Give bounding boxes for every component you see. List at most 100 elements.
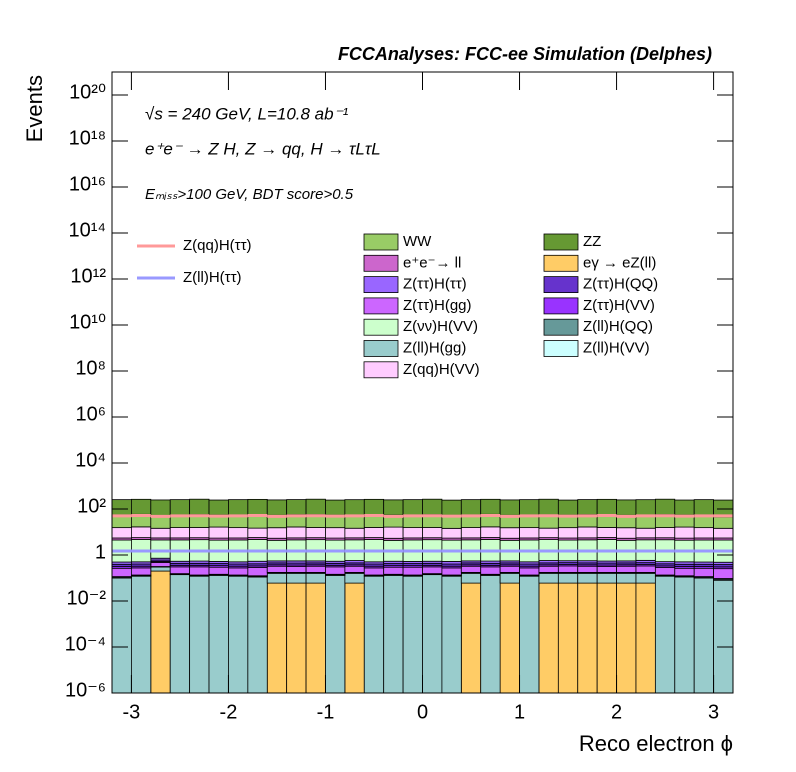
histogram-bar <box>654 567 676 576</box>
histogram-bar <box>654 498 676 516</box>
histogram-bar <box>131 575 152 694</box>
histogram-bar <box>557 582 579 694</box>
histogram-bar <box>305 572 326 584</box>
y-tick-label: 10⁸ <box>75 357 106 379</box>
histogram-bar <box>616 499 637 516</box>
histogram-bar <box>519 499 540 516</box>
legend-label: Z(qq)H(ττ) <box>183 237 252 254</box>
histogram-bar <box>169 499 191 516</box>
legend-label: e⁺e⁻→ ll <box>403 254 461 271</box>
histogram-bar <box>150 562 171 567</box>
histogram-bar <box>383 566 404 575</box>
legend-swatch <box>543 340 579 357</box>
histogram-bar <box>422 574 443 694</box>
histogram-bar <box>577 526 598 539</box>
histogram-bar <box>654 527 676 539</box>
histogram-bar <box>499 527 520 539</box>
histogram-bar <box>286 572 307 584</box>
histogram-bar <box>344 582 365 694</box>
histogram-bar <box>596 498 617 515</box>
histogram-bar <box>383 574 404 694</box>
histogram-bar <box>654 575 676 694</box>
histogram-bar <box>208 499 229 516</box>
histogram-bar <box>208 566 229 575</box>
histogram-bar <box>150 527 171 539</box>
histogram-bar <box>693 499 714 516</box>
histogram-bar <box>422 566 443 575</box>
y-axis-label: Events <box>22 75 47 142</box>
histogram-bar <box>616 582 637 694</box>
histogram-bar <box>247 527 268 538</box>
y-tick-label: 10⁻⁶ <box>65 679 106 701</box>
legend-label: ZZ <box>583 233 601 250</box>
histogram-bar <box>499 499 520 516</box>
histogram-bar <box>111 577 132 694</box>
legend-label: Z(νν)H(VV) <box>403 318 478 335</box>
histogram-bar <box>286 566 307 573</box>
histogram-bar <box>538 498 559 516</box>
y-tick-label: 10¹⁸ <box>69 127 106 149</box>
histogram-bar <box>150 566 171 572</box>
histogram-bar <box>674 526 695 539</box>
histogram-bar <box>616 527 637 539</box>
histogram-bar <box>441 527 462 539</box>
histogram-bar <box>499 572 520 584</box>
histogram-bar <box>480 566 501 575</box>
histogram-bar <box>266 572 288 584</box>
annotation: e⁺e⁻ → Z H, Z → qq, H → τLτL <box>145 139 381 158</box>
histogram-bar <box>577 582 598 694</box>
histogram-bar <box>402 575 423 694</box>
histogram-bar <box>266 499 288 516</box>
histogram-bar <box>228 527 249 539</box>
histogram-bar <box>208 574 229 694</box>
annotation: Eₘᵢₛₛ>100 GeV, BDT score>0.5 <box>145 186 354 203</box>
histogram-bar <box>402 566 423 576</box>
histogram-bar <box>305 565 326 573</box>
x-tick-label: -1 <box>317 701 335 723</box>
histogram-bar <box>596 566 617 573</box>
legend-swatch <box>363 233 399 251</box>
legend-swatch <box>543 254 579 272</box>
histogram-bar <box>519 527 540 539</box>
y-tick-label: 10⁶ <box>76 403 106 425</box>
histogram-bar <box>247 576 268 694</box>
histogram-bar <box>441 567 462 576</box>
histogram-bar <box>596 582 617 694</box>
histogram-bar <box>577 499 598 516</box>
x-tick-label: -3 <box>123 701 141 723</box>
histogram-bar <box>499 565 520 573</box>
x-tick-label: 0 <box>417 701 428 723</box>
histogram-bar <box>713 516 734 529</box>
histogram-bar <box>693 577 714 694</box>
histogram-bar <box>713 579 734 694</box>
legend-swatch <box>543 276 579 294</box>
histogram-bar <box>131 567 152 576</box>
y-tick-label: 10⁻⁴ <box>65 633 106 655</box>
histogram-bar <box>538 572 559 584</box>
histogram-bar <box>674 567 695 577</box>
legend-swatch <box>363 318 399 336</box>
histogram-bar <box>111 527 132 539</box>
y-tick-label: 10¹² <box>70 265 106 287</box>
histogram-bar <box>305 527 326 539</box>
histogram-bar <box>150 499 171 516</box>
histogram-bar <box>538 565 559 573</box>
histogram-bar <box>325 499 346 516</box>
histogram-bar <box>169 527 191 539</box>
histogram-bar <box>363 527 385 539</box>
legend-label: Z(ττ)H(gg) <box>403 297 472 314</box>
histogram-bar <box>635 572 656 584</box>
histogram-bar <box>557 499 579 516</box>
legend-label: Z(ll)H(VV) <box>583 339 650 356</box>
legend-label: Z(ll)H(ττ) <box>183 269 242 286</box>
histogram-bar <box>344 527 365 539</box>
histogram-bar <box>131 526 152 539</box>
histogram-bar <box>480 498 501 515</box>
histogram-bar <box>441 499 462 516</box>
histogram-bar <box>635 499 656 516</box>
annotation: √s = 240 GeV, L=10.8 ab⁻¹ <box>145 104 349 123</box>
histogram-bar <box>635 527 656 539</box>
histogram-bar <box>169 566 191 575</box>
histogram-bar <box>616 565 637 573</box>
